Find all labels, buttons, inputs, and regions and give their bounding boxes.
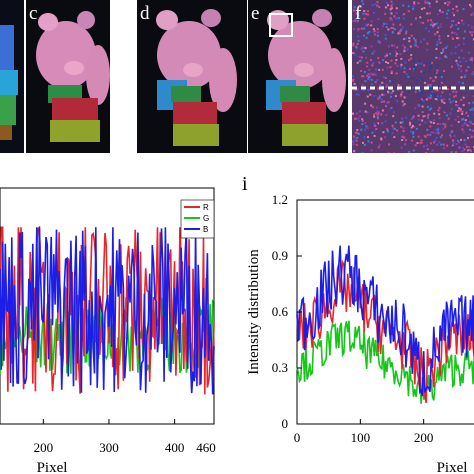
y-tick-label: 0.3: [272, 360, 288, 375]
x-tick-label: 300: [99, 440, 119, 455]
panel-label-f: f: [355, 3, 362, 24]
series-line-b: [296, 245, 474, 397]
photo-panel-c: c: [26, 0, 110, 153]
rgb-pixel-chart: R G B 200 300 400 460 Pixel: [0, 187, 216, 474]
x-tick-label: 200: [34, 440, 54, 455]
x-tick-label: 460: [196, 440, 216, 455]
bear-figurine-image-c: [26, 0, 110, 153]
photo-panel-partial: [0, 0, 24, 153]
y-tick-label: 0.9: [272, 248, 288, 263]
series-line-b: [0, 227, 215, 395]
photo-panel-d: d: [137, 0, 247, 153]
y-tick-label: 1.2: [272, 192, 288, 207]
legend-label-b: B: [203, 225, 208, 234]
panel-label-d: d: [140, 3, 150, 24]
left-legend: R G B: [180, 199, 215, 239]
panel-label-i: i: [242, 173, 248, 195]
right-x-axis-label: Pixel: [437, 460, 468, 474]
zoomed-noise-image: [352, 0, 474, 153]
y-tick-label: 0.6: [272, 304, 289, 319]
x-tick-label: 0: [294, 430, 301, 445]
legend-label-g: G: [203, 214, 209, 223]
right-y-axis-label: Intensity distribution: [246, 249, 262, 375]
intensity-distribution-chart: i 0 0.3 0.6 0.9 1.2 0 100 200 Intensity distri…: [242, 173, 474, 474]
legend-label-r: R: [203, 203, 209, 212]
x-tick-label: 400: [165, 440, 185, 455]
left-chart-frame: [0, 187, 215, 425]
x-tick-label: 200: [414, 430, 434, 445]
photo-panel-e: e: [248, 0, 348, 153]
left-x-axis-label: Pixel: [37, 460, 68, 474]
series-line-g: [296, 320, 474, 404]
photo-partial-image: [0, 0, 24, 153]
intensity-charts: R G B 200 300 400 460 Pixel i 0 0.3 0.6 0.9 1.2…: [0, 173, 474, 474]
panel-label-e: e: [251, 3, 260, 24]
roi-box: [269, 13, 293, 37]
bear-figurine-image-e: [248, 0, 348, 153]
panel-label-c: c: [29, 3, 38, 24]
x-tick-label: 100: [351, 430, 371, 445]
noise-panel-f: f: [352, 0, 474, 153]
bear-figurine-image-d: [137, 0, 247, 153]
y-tick-label: 0: [282, 416, 289, 431]
